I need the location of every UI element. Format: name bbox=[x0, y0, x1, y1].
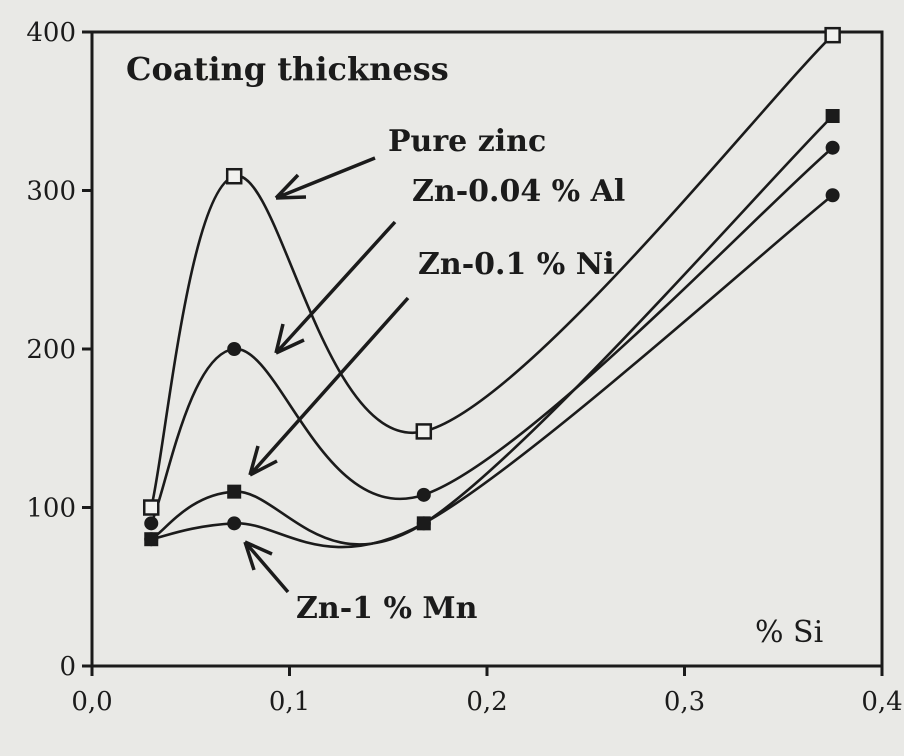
series-line-1 bbox=[150, 146, 834, 524]
series-3-point-2 bbox=[416, 516, 431, 531]
annotation-zn-al: Zn-0.04 % Al bbox=[412, 174, 625, 209]
arrow-zn-al bbox=[274, 220, 397, 355]
x-axis-label: % Si bbox=[755, 615, 823, 650]
annotation-arrows bbox=[243, 156, 410, 594]
series-2-point-1 bbox=[227, 484, 242, 499]
y-tick-label: 400 bbox=[26, 18, 76, 48]
x-tick-label: 0,2 bbox=[466, 687, 507, 717]
annotation-pure-zinc: Pure zinc bbox=[388, 124, 546, 159]
series-1-point-1 bbox=[227, 342, 242, 356]
chart-title: Coating thickness bbox=[126, 50, 449, 88]
x-tick-label: 0,3 bbox=[664, 687, 705, 717]
y-tick-label: 300 bbox=[26, 177, 76, 207]
arrow-zn-ni bbox=[248, 296, 410, 477]
series-0-point-0 bbox=[143, 499, 160, 516]
annotation-zn-mn: Zn-1 % Mn bbox=[296, 591, 478, 626]
arrow-pure-zinc bbox=[274, 156, 376, 200]
arrow-zn-mn bbox=[243, 540, 290, 594]
x-tick-label: 0,1 bbox=[269, 687, 310, 717]
series-0-point-1 bbox=[225, 167, 243, 185]
series-line-0 bbox=[149, 34, 834, 508]
series-0-point-3 bbox=[824, 26, 841, 44]
series-2-point-3 bbox=[825, 109, 840, 124]
series-markers bbox=[143, 26, 841, 547]
x-tick-label: 0,4 bbox=[861, 687, 902, 717]
series-1-point-2 bbox=[416, 487, 431, 502]
series-curves bbox=[149, 34, 834, 549]
axis-ticks: 0,0 0,1 0,2 0,3 0,4 0 100 200 300 400 bbox=[26, 18, 902, 717]
y-tick-label: 200 bbox=[26, 335, 76, 365]
annotation-zn-ni: Zn-0.1 % Ni bbox=[418, 247, 615, 282]
y-tick-label: 0 bbox=[59, 652, 76, 682]
series-1-point-3 bbox=[825, 140, 840, 155]
series-3-point-1 bbox=[227, 516, 242, 531]
series-3-point-0 bbox=[144, 532, 159, 547]
x-tick-label: 0,0 bbox=[71, 687, 112, 717]
series-line-3 bbox=[151, 194, 834, 549]
y-tick-label: 100 bbox=[26, 494, 76, 524]
series-3-point-3 bbox=[825, 188, 840, 203]
series-0-point-2 bbox=[415, 423, 433, 440]
series-1-point-0 bbox=[144, 516, 159, 531]
